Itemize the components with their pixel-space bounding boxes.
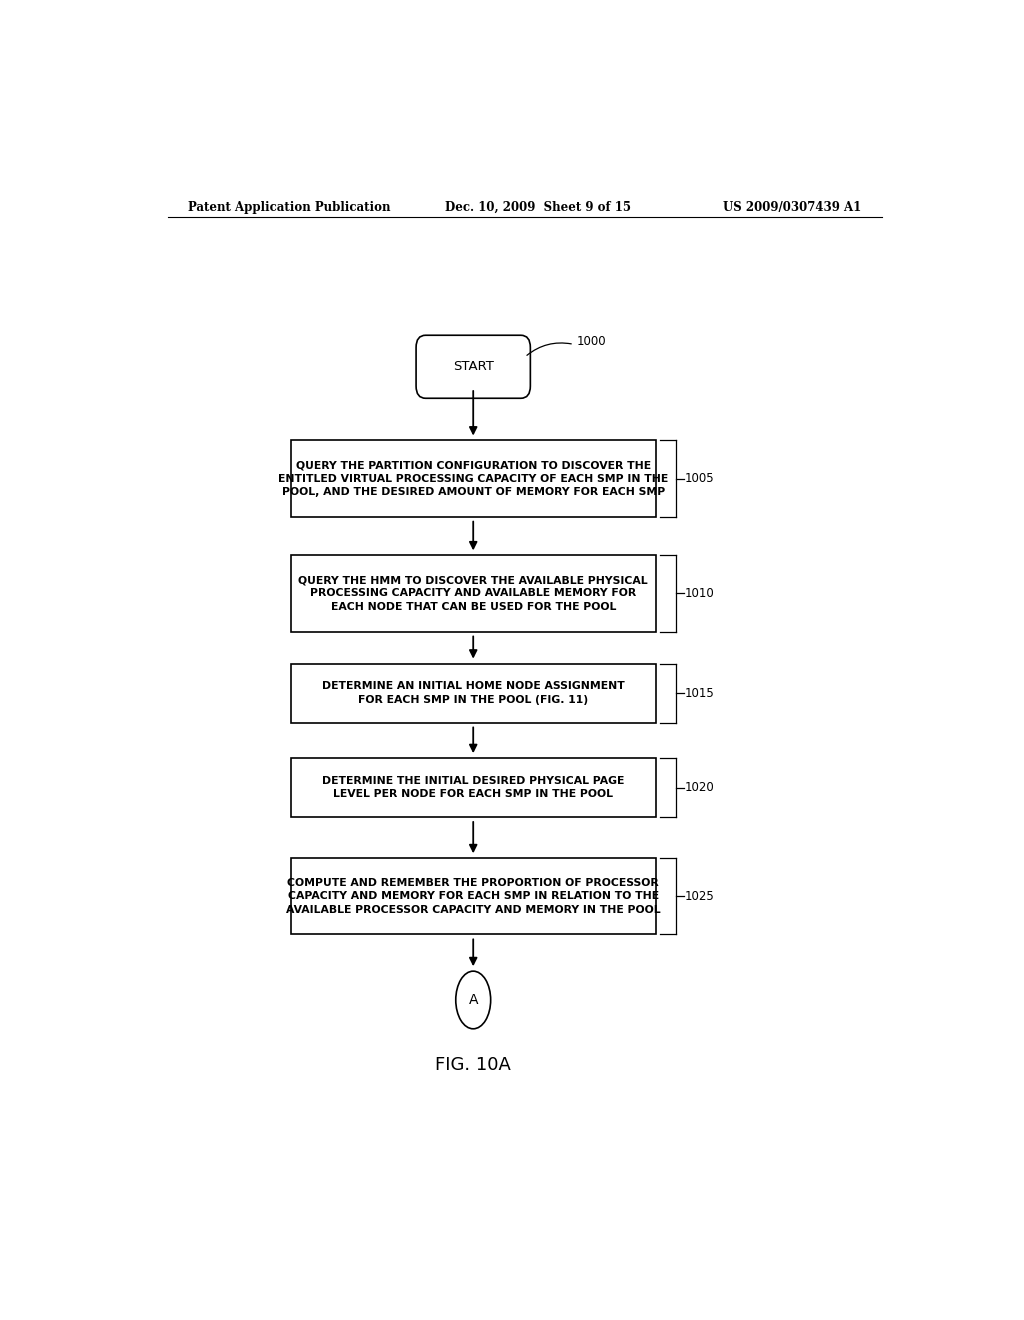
Text: 1000: 1000 <box>577 335 606 348</box>
Text: Patent Application Publication: Patent Application Publication <box>187 201 390 214</box>
Text: 1020: 1020 <box>685 781 715 795</box>
Text: DETERMINE AN INITIAL HOME NODE ASSIGNMENT
FOR EACH SMP IN THE POOL (FIG. 11): DETERMINE AN INITIAL HOME NODE ASSIGNMEN… <box>322 681 625 705</box>
Text: A: A <box>468 993 478 1007</box>
FancyBboxPatch shape <box>291 858 655 935</box>
Text: 1015: 1015 <box>685 686 715 700</box>
FancyBboxPatch shape <box>291 556 655 631</box>
Text: 1025: 1025 <box>685 890 715 903</box>
FancyBboxPatch shape <box>416 335 530 399</box>
Text: START: START <box>453 360 494 374</box>
Text: FIG. 10A: FIG. 10A <box>435 1056 511 1074</box>
FancyBboxPatch shape <box>291 664 655 722</box>
Text: Dec. 10, 2009  Sheet 9 of 15: Dec. 10, 2009 Sheet 9 of 15 <box>445 201 632 214</box>
Text: US 2009/0307439 A1: US 2009/0307439 A1 <box>723 201 861 214</box>
Text: QUERY THE PARTITION CONFIGURATION TO DISCOVER THE
ENTITLED VIRTUAL PROCESSING CA: QUERY THE PARTITION CONFIGURATION TO DIS… <box>279 461 669 496</box>
Text: COMPUTE AND REMEMBER THE PROPORTION OF PROCESSOR
CAPACITY AND MEMORY FOR EACH SM: COMPUTE AND REMEMBER THE PROPORTION OF P… <box>286 878 660 915</box>
Text: 1005: 1005 <box>685 473 715 484</box>
Text: 1010: 1010 <box>685 587 715 599</box>
Text: QUERY THE HMM TO DISCOVER THE AVAILABLE PHYSICAL
PROCESSING CAPACITY AND AVAILAB: QUERY THE HMM TO DISCOVER THE AVAILABLE … <box>298 576 648 611</box>
Text: DETERMINE THE INITIAL DESIRED PHYSICAL PAGE
LEVEL PER NODE FOR EACH SMP IN THE P: DETERMINE THE INITIAL DESIRED PHYSICAL P… <box>322 776 625 799</box>
FancyBboxPatch shape <box>291 441 655 516</box>
FancyBboxPatch shape <box>291 758 655 817</box>
